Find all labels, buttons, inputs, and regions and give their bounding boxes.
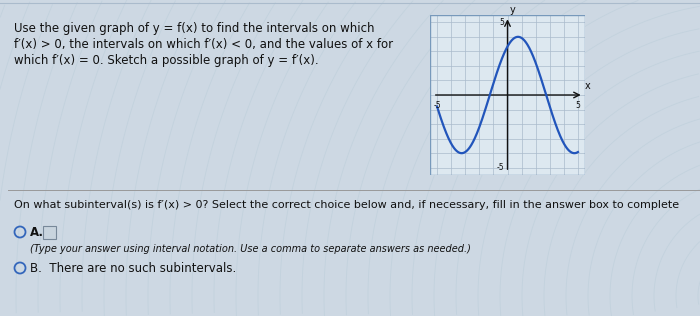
Text: -5: -5 [496, 163, 504, 172]
Text: f′(x) > 0, the intervals on which f′(x) < 0, and the values of x for: f′(x) > 0, the intervals on which f′(x) … [14, 38, 393, 51]
Text: (Type your answer using interval notation. Use a comma to separate answers as ne: (Type your answer using interval notatio… [30, 244, 471, 254]
Text: B.  There are no such subintervals.: B. There are no such subintervals. [30, 262, 237, 275]
Text: On what subinterval(s) is f′(x) > 0? Select the correct choice below and, if nec: On what subinterval(s) is f′(x) > 0? Sel… [14, 200, 679, 210]
Text: 5: 5 [575, 101, 580, 110]
Text: x: x [585, 81, 591, 91]
Text: A.: A. [30, 226, 44, 239]
Text: -5: -5 [433, 101, 441, 110]
Text: y: y [510, 5, 515, 15]
Text: 5: 5 [499, 18, 504, 27]
Bar [43, 226, 56, 239]
Text: Use the given graph of y = f(x) to find the intervals on which: Use the given graph of y = f(x) to find … [14, 22, 374, 35]
Text: which f′(x) = 0. Sketch a possible graph of y = f′(x).: which f′(x) = 0. Sketch a possible graph… [14, 54, 318, 67]
